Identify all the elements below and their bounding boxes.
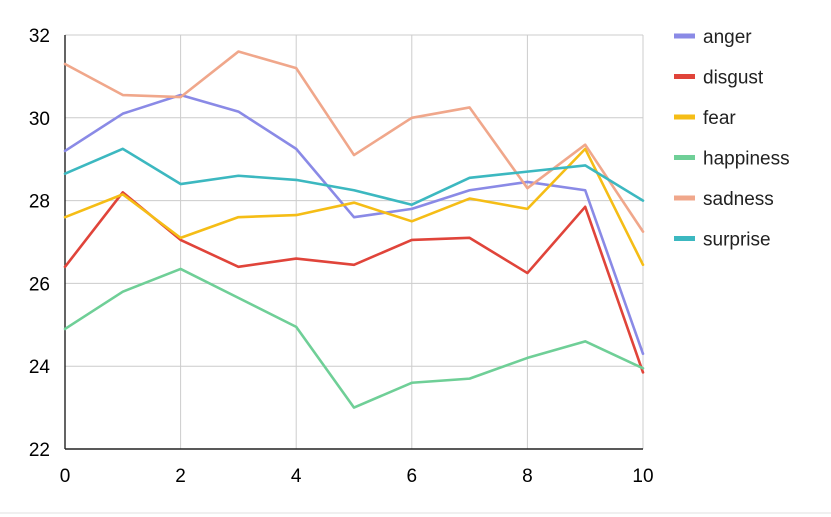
legend-label-fear: fear	[703, 108, 736, 129]
x-tick-label: 8	[522, 466, 533, 487]
x-tick-label: 10	[632, 466, 653, 487]
gridlines	[65, 34, 644, 449]
legend-swatch-sadness	[674, 195, 695, 201]
series-lines	[63, 50, 645, 409]
y-tick-label: 26	[29, 274, 50, 295]
legend-swatch-disgust	[674, 74, 695, 79]
y-tick-label: 32	[29, 26, 50, 47]
y-tick-label: 22	[29, 440, 50, 461]
y-tick-label: 28	[29, 192, 50, 213]
legend: anger disgust fear happiness sadness surprise	[674, 27, 790, 251]
legend-swatch-surprise	[674, 236, 695, 241]
y-tick-label: 24	[29, 357, 51, 378]
x-tick-label: 2	[175, 466, 186, 487]
series-line-surprise	[63, 147, 645, 207]
legend-swatch-happiness	[674, 155, 695, 160]
series-line-sadness	[63, 50, 645, 233]
legend-label-surprise: surprise	[703, 230, 771, 251]
axes	[64, 35, 643, 450]
legend-label-disgust: disgust	[703, 68, 764, 89]
y-tick-label: 30	[29, 109, 50, 130]
x-tick-label: 0	[60, 466, 71, 487]
series-line-fear	[63, 147, 645, 267]
legend-label-anger: anger	[703, 27, 752, 48]
series-line-happiness	[63, 267, 645, 409]
legend-swatch-anger	[674, 33, 695, 39]
series-line-anger	[63, 93, 645, 356]
legend-label-happiness: happiness	[703, 149, 790, 170]
legend-label-sadness: sadness	[703, 189, 774, 210]
x-tick-label: 6	[407, 466, 418, 487]
legend-swatch-fear	[674, 114, 695, 120]
series-line-disgust	[63, 191, 645, 374]
x-tick-label: 4	[291, 466, 302, 487]
